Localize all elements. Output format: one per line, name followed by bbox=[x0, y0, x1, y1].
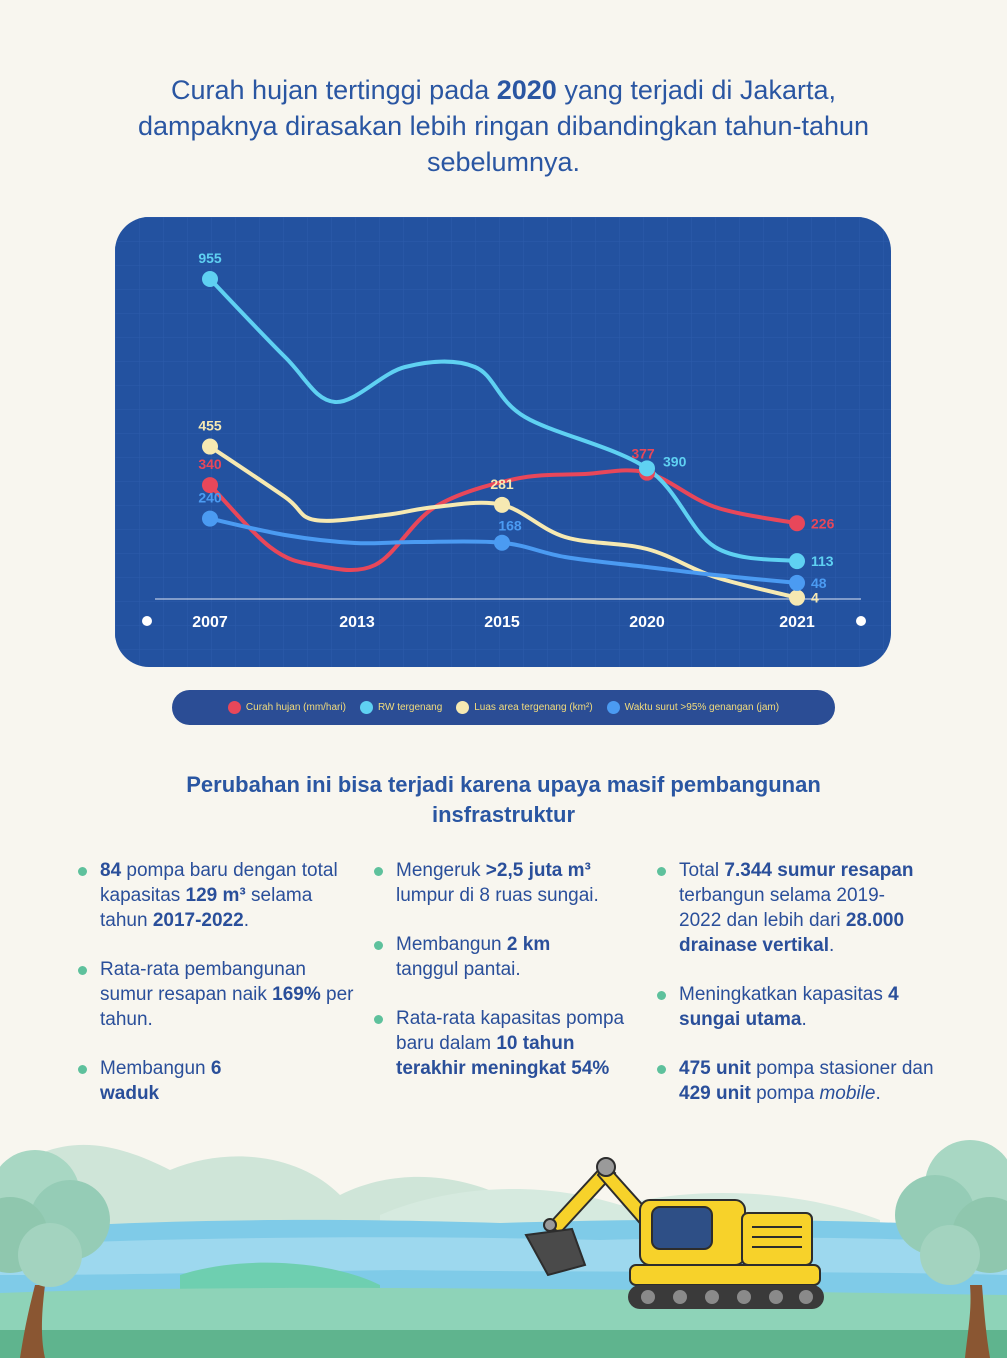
fact-sungai: Meningkatkan kapasitas 4 sungai utama. bbox=[657, 982, 947, 1032]
fact-tanggul: Membangun 2 km tanggul pantai. bbox=[374, 932, 596, 982]
chart-legend: Curah hujan (mm/hari) RW tergenang Luas … bbox=[172, 690, 835, 725]
x-tick-label: 2021 bbox=[779, 614, 815, 631]
axis-end-dot-left bbox=[142, 616, 152, 626]
data-point bbox=[789, 574, 805, 591]
series-line-2 bbox=[208, 444, 799, 600]
data-point bbox=[639, 460, 655, 477]
data-label: 226 bbox=[811, 515, 835, 531]
facts-column-1: 84 pompa baru dengan total kapasitas 129… bbox=[78, 858, 358, 1130]
legend-item-luas-area: Luas area tergenang (km²) bbox=[456, 701, 593, 714]
x-tick-label: 2020 bbox=[629, 614, 665, 631]
chart-card: 340 377 226 955 390 113 455 281 4 240 168 48 2007 20… bbox=[115, 217, 891, 667]
title-text-1: Curah hujan tertinggi pada bbox=[171, 75, 497, 105]
tree-left bbox=[0, 1150, 110, 1358]
x-tick-label: 2015 bbox=[484, 614, 520, 631]
river-highlight bbox=[0, 1237, 1007, 1275]
data-label: 48 bbox=[811, 575, 827, 591]
fact-waduk: Membangun 6 waduk bbox=[78, 1056, 260, 1106]
data-label: 390 bbox=[663, 453, 687, 469]
data-point bbox=[202, 271, 218, 287]
fact-mengeruk: Mengeruk >2,5 juta m³ lumpur di 8 ruas s… bbox=[374, 858, 639, 908]
page-title: Curah hujan tertinggi pada 2020 yang ter… bbox=[120, 72, 887, 180]
series-line-0 bbox=[208, 468, 799, 573]
riverbank-front bbox=[0, 1287, 1007, 1330]
data-label: 4 bbox=[811, 590, 819, 606]
data-label: 281 bbox=[490, 476, 514, 492]
axis-end-dot-right bbox=[856, 616, 866, 626]
legend-label: Curah hujan (mm/hari) bbox=[245, 702, 346, 713]
title-text-2: yang terjadi di Jakarta, dampaknya diras… bbox=[137, 75, 870, 177]
x-tick-label: 2007 bbox=[192, 614, 228, 631]
section-subtitle: Perubahan ini bisa terjadi karena upaya … bbox=[186, 772, 821, 827]
facts-column-3: Total 7.344 sumur resapan terbangun sela… bbox=[657, 858, 947, 1130]
series-line-1 bbox=[208, 277, 799, 564]
data-label: 955 bbox=[198, 250, 222, 266]
data-point bbox=[202, 477, 218, 494]
data-point bbox=[789, 553, 805, 570]
fact-pompa-unit: 475 unit pompa stasioner dan 429 unit po… bbox=[657, 1056, 947, 1106]
ground bbox=[0, 1325, 1007, 1358]
legend-label: Luas area tergenang (km²) bbox=[474, 702, 593, 713]
data-point bbox=[789, 515, 805, 532]
chart-grid bbox=[115, 217, 891, 667]
data-label: 340 bbox=[198, 456, 222, 472]
x-tick-label: 2013 bbox=[339, 614, 375, 631]
fact-pompa-baru: 84 pompa baru dengan total kapasitas 129… bbox=[78, 858, 358, 933]
tree-right bbox=[895, 1140, 1007, 1358]
legend-item-waktu-surut: Waktu surut >95% genangan (jam) bbox=[606, 701, 780, 714]
data-point bbox=[202, 438, 218, 455]
fact-total-sumur: Total 7.344 sumur resapan terbangun sela… bbox=[657, 858, 914, 958]
title-year: 2020 bbox=[496, 75, 557, 105]
landscape-illustration bbox=[0, 1140, 1007, 1358]
facts-column-2: Mengeruk >2,5 juta m³ lumpur di 8 ruas s… bbox=[374, 858, 639, 1105]
data-label: 113 bbox=[811, 553, 834, 569]
excavator-illustration bbox=[524, 1157, 824, 1309]
data-point bbox=[202, 510, 218, 527]
legend-dot bbox=[456, 701, 470, 714]
legend-item-rw-tergenang: RW tergenang bbox=[359, 701, 443, 714]
legend-dot bbox=[359, 701, 373, 714]
data-point bbox=[494, 496, 510, 513]
legend-label: RW tergenang bbox=[377, 702, 443, 713]
data-point bbox=[494, 534, 510, 551]
legend-dot bbox=[606, 701, 620, 714]
data-point bbox=[789, 589, 805, 606]
fact-kapasitas-pompa: Rata-rata kapasitas pompa baru dalam 10 … bbox=[374, 1006, 631, 1081]
data-label: 455 bbox=[198, 418, 222, 434]
fact-sumur-resapan: Rata-rata pembangunan sumur resapan naik… bbox=[78, 957, 358, 1032]
legend-label: Waktu surut >95% genangan (jam) bbox=[624, 702, 780, 713]
legend-item-curah-hujan: Curah hujan (mm/hari) bbox=[227, 701, 346, 714]
data-label: 377 bbox=[631, 446, 655, 462]
legend-dot bbox=[227, 701, 241, 714]
data-label: 168 bbox=[498, 518, 522, 534]
data-label: 240 bbox=[198, 490, 222, 506]
line-chart: 340 377 226 955 390 113 455 281 4 240 168 48 2007 20… bbox=[115, 217, 891, 667]
